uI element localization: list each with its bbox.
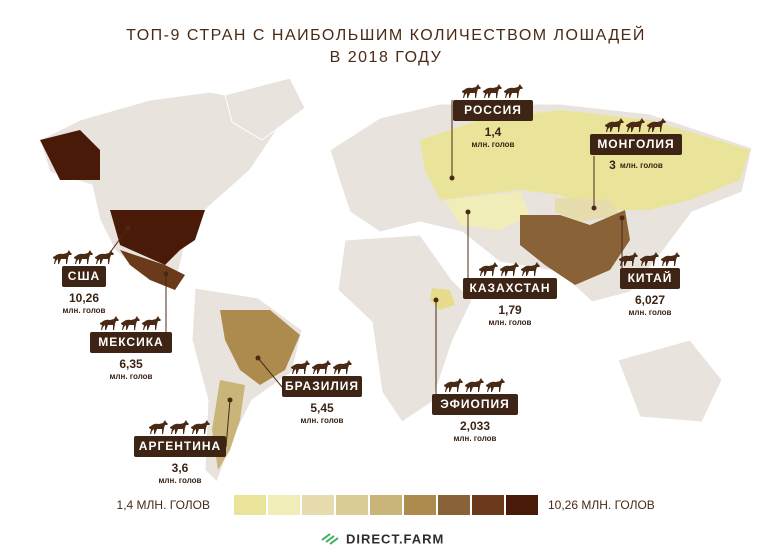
country-name: РОССИЯ [464,103,522,117]
country-value: 6,027 [635,293,665,307]
country-unit: млн. голов [454,434,497,443]
country-unit: млн. голов [472,140,515,149]
horse-icon [53,250,72,264]
horse-icon [486,378,505,392]
marker-dot [591,205,597,211]
country-usa [110,210,205,265]
country-name: МОНГОЛИЯ [597,137,674,151]
country-unit: млн. голов [110,372,153,381]
country-china [520,210,630,285]
country-name: КИТАЙ [628,270,673,285]
country-value: 5,45 [310,401,334,415]
country-unit: млн. голов [489,318,532,327]
legend-max: 10,26 МЛН. ГОЛОВ [548,498,655,512]
legend-swatch [370,495,402,515]
country-name: АРГЕНТИНА [139,439,221,453]
horse-icon [504,84,523,98]
map [39,77,753,483]
label-box [90,332,172,353]
legend-min: 1,4 МЛН. ГОЛОВ [117,498,210,512]
country-usa [40,130,100,180]
marker-dot [255,355,261,361]
label-box [134,436,226,457]
horse-icon [170,420,189,434]
country-unit: млн. голов [159,476,202,485]
marker-dot [465,209,471,215]
marker-dot [433,297,439,303]
footer: DIRECT.FARM [321,531,444,546]
horse-icon [121,316,140,330]
country-value: 3,6 [172,461,189,475]
country-value: 1,79 [498,303,522,317]
label-box [590,134,682,155]
value: 3 [609,158,616,172]
country-name: ЭФИОПИЯ [440,397,509,411]
country-value: 1,4 [485,125,502,139]
country-unit: млн. голов [301,416,344,425]
horse-icon [483,84,502,98]
country-unit: млн. голов [629,308,672,317]
horse-icon [95,250,114,264]
label-box [453,100,533,121]
legend-swatch [234,495,266,515]
country-value: 10,26 [69,291,99,305]
legend: 1,4 МЛН. ГОЛОВ 10,26 МЛН. ГОЛОВ [117,495,655,515]
horse-icon [479,262,498,276]
horse-icon [312,360,331,374]
connector [257,357,283,388]
label-box [62,266,106,287]
country-mexico [120,250,185,290]
unit: млн. голов [620,161,663,170]
country-value: 3 млн. голов [609,158,663,172]
horse-icon [465,378,484,392]
country-name: БРАЗИЛИЯ [285,379,359,393]
legend-swatch [438,495,470,515]
country-value: 6,35 [119,357,143,371]
horse-icon [444,378,463,392]
country-mongolia [555,198,620,222]
horse-icon [100,316,119,330]
horse-icon [661,252,680,266]
horse-icon [74,250,93,264]
marker-dot [619,215,625,221]
country-unit: млн. голов [63,306,106,315]
country-name: МЕКСИКА [98,335,163,349]
legend-swatch [506,495,538,515]
horse-icon [142,316,161,330]
label-box [282,376,362,397]
country-value: 2,033 [460,419,490,433]
marker-dot [163,271,169,277]
marker-dot [227,397,233,403]
title: ТОП-9 СТРАН С НАИБОЛЬШИМ КОЛИЧЕСТВОМ ЛОШ… [126,25,646,44]
country-brazil [220,310,300,385]
label-box [432,394,518,415]
legend-swatch [336,495,368,515]
marker-dot [449,175,455,181]
horse-icon [333,360,352,374]
country-kazakhstan [445,192,530,230]
marker-dot [125,225,131,231]
label-box [463,278,557,299]
country-russia [420,110,750,210]
country-name: КАЗАХСТАН [470,281,551,295]
connector [225,399,231,448]
horse-icon [500,262,519,276]
label-box [620,268,680,289]
horse-icon [462,84,481,98]
horse-icon [149,420,168,434]
country-name: США [68,269,100,283]
legend-swatch [268,495,300,515]
brand: DIRECT.FARM [346,531,444,546]
legend-swatch [404,495,436,515]
legend-swatch [302,495,334,515]
legend-swatch [472,495,504,515]
title: В 2018 ГОДУ [330,49,443,66]
